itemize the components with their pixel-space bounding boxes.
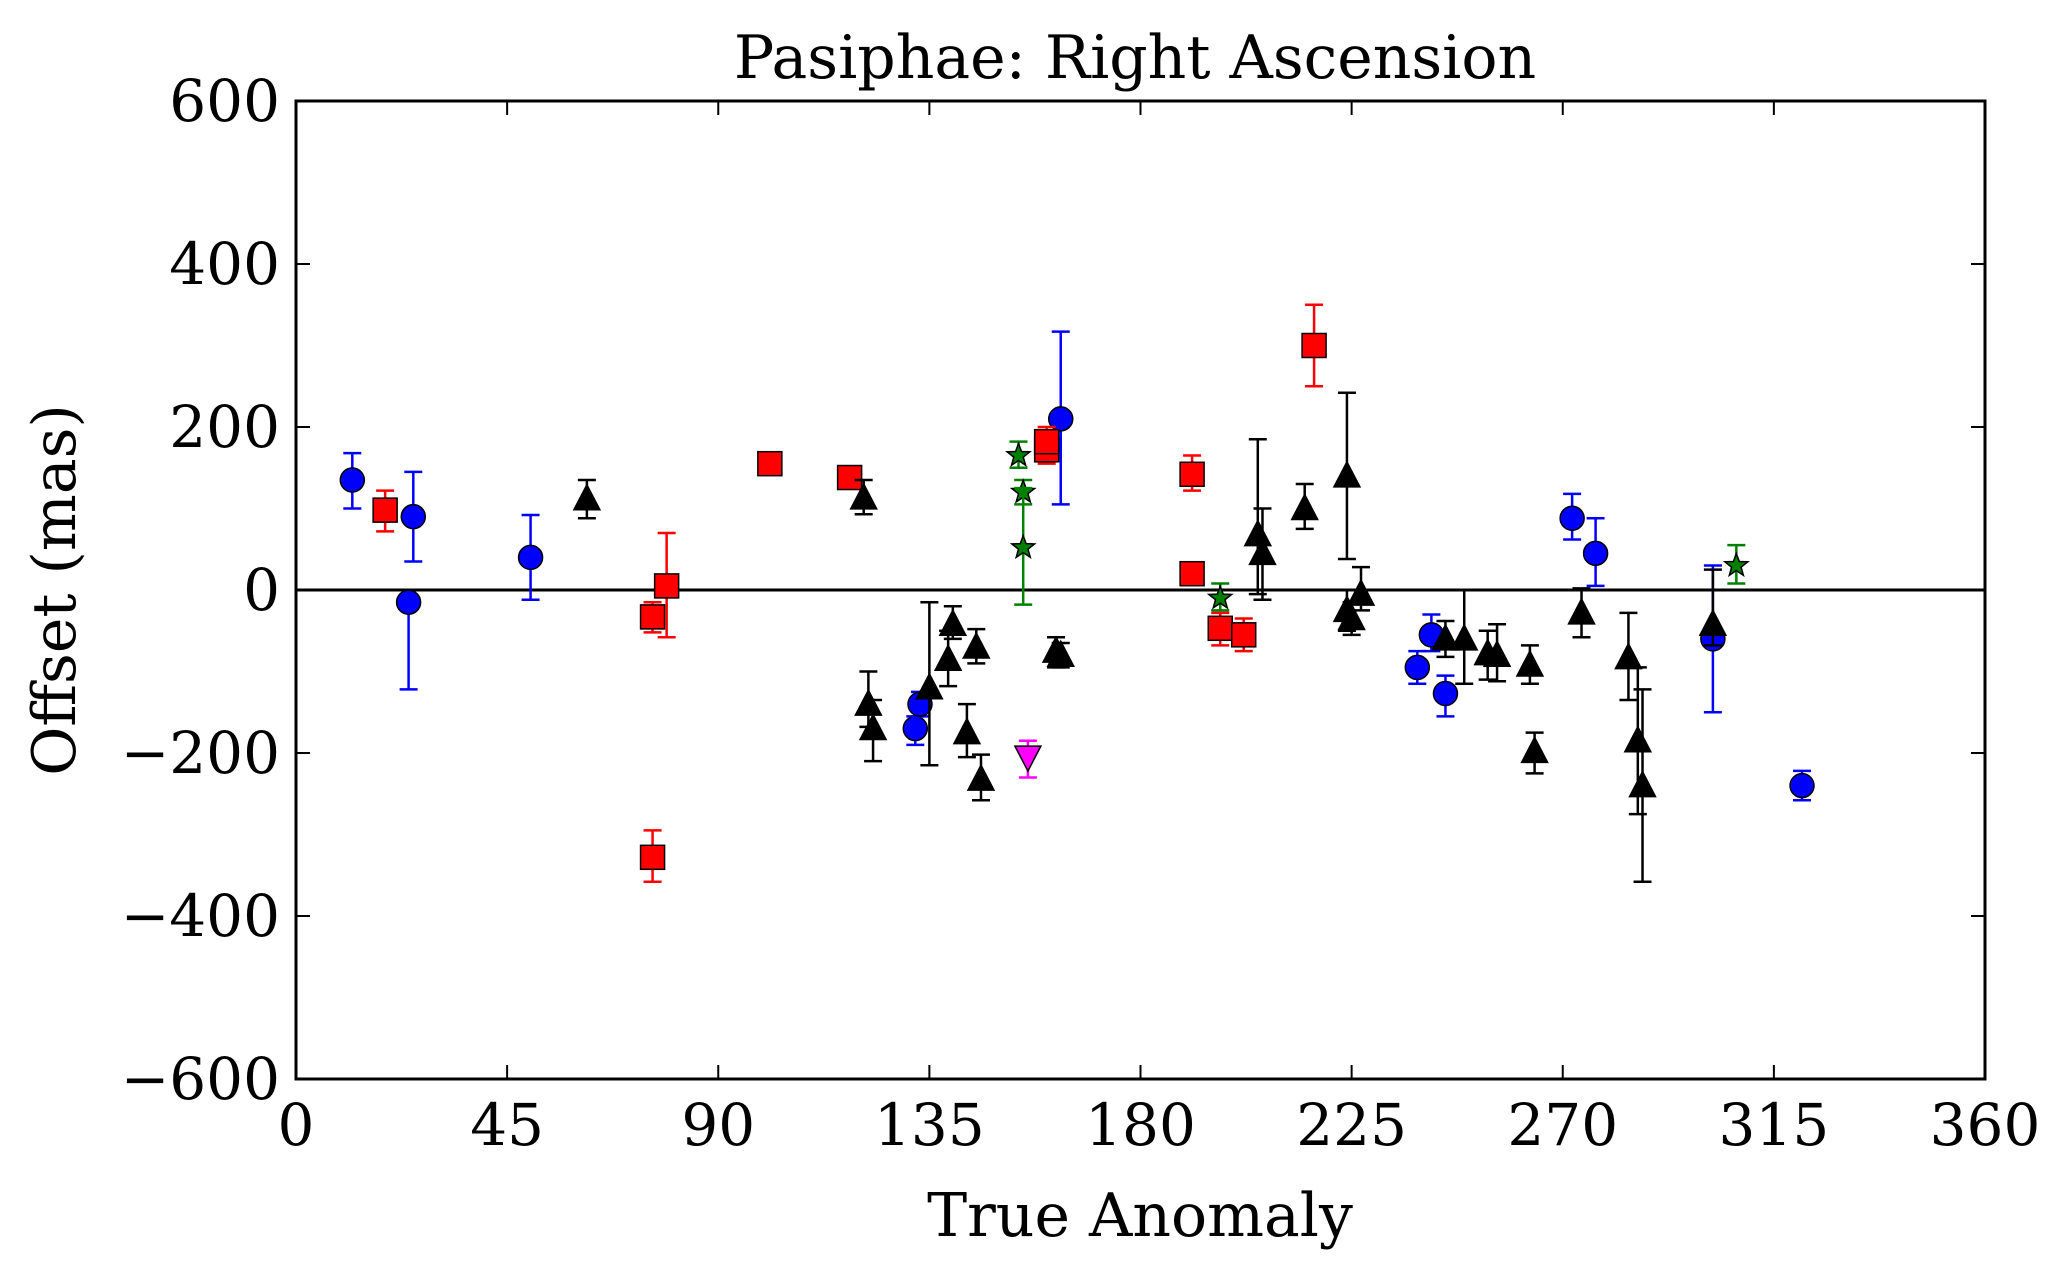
data-point [938, 608, 968, 636]
data-point [902, 715, 929, 742]
data-point [1628, 769, 1657, 798]
data-point [572, 483, 602, 511]
data-point [962, 631, 991, 659]
y-tick-label: −200 [121, 719, 280, 787]
y-tick-label: 600 [169, 67, 280, 135]
y-tick-label: 0 [243, 556, 280, 624]
data-point [1789, 772, 1815, 799]
data-point [1722, 551, 1750, 578]
data-point [1179, 560, 1205, 587]
data-point [858, 712, 888, 741]
data-point [854, 688, 883, 716]
data-point [517, 544, 544, 571]
data-point [1698, 608, 1728, 636]
data-point [1432, 680, 1459, 707]
data-point [1337, 602, 1366, 631]
data-point [1179, 461, 1205, 488]
x-tick-label: 270 [1507, 1091, 1618, 1159]
data-point [1582, 540, 1609, 567]
y-tick-label: 400 [169, 230, 280, 298]
x-tick-label: 180 [1085, 1091, 1196, 1159]
y-axis-label: Offset (mas) [20, 404, 90, 776]
data-point [639, 604, 666, 630]
data-point [1230, 622, 1257, 648]
data-point [1520, 735, 1549, 764]
data-point [1431, 623, 1460, 651]
y-tick-label: −400 [121, 882, 280, 950]
data-point [836, 464, 863, 491]
data-point [1046, 639, 1075, 667]
data-point [339, 467, 366, 493]
series-circle [339, 330, 1815, 802]
data-point [849, 482, 878, 510]
data-point [1033, 428, 1060, 455]
x-tick-label: 315 [1719, 1091, 1830, 1159]
data-point [1623, 725, 1653, 753]
data-point [1047, 406, 1074, 432]
data-point [395, 589, 422, 615]
data-point [1346, 578, 1376, 606]
data-point [1404, 654, 1431, 681]
data-point [1515, 649, 1545, 677]
data-point [653, 573, 680, 599]
x-tick-label: 45 [470, 1091, 544, 1159]
data-point [372, 497, 398, 523]
series-star [1005, 440, 1750, 612]
x-tick-label: 90 [681, 1091, 755, 1159]
data-point [1449, 623, 1479, 651]
data-point [1009, 533, 1037, 560]
series-triangle-up [572, 391, 1728, 884]
series-square [372, 303, 1327, 884]
data-point [1005, 441, 1032, 467]
data-point [1206, 584, 1234, 610]
data-point [1290, 492, 1319, 521]
data-point [1559, 505, 1585, 532]
data-point [757, 450, 783, 477]
data-point [1243, 518, 1273, 547]
data-point [1332, 460, 1362, 488]
y-tick-label: −600 [121, 1045, 280, 1113]
series-triangle-down [1013, 739, 1043, 779]
data-point [1248, 537, 1277, 566]
data-point [952, 716, 982, 745]
data-point [1013, 745, 1043, 773]
plot-area [296, 303, 1985, 884]
data-point [966, 763, 996, 791]
data-point [1567, 597, 1596, 625]
data-point [639, 844, 666, 871]
y-tick-label: 200 [169, 393, 280, 461]
data-point [1482, 639, 1512, 667]
x-tick-label: 0 [278, 1091, 315, 1159]
data-point [1207, 615, 1234, 642]
data-point [933, 643, 963, 672]
chart-title: Pasiphae: Right Ascension [734, 23, 1536, 93]
x-tick-label: 225 [1296, 1091, 1407, 1159]
data-point [1301, 332, 1327, 359]
data-point [400, 503, 427, 530]
x-tick-label: 360 [1930, 1091, 2041, 1159]
x-tick-label: 135 [874, 1091, 985, 1159]
data-point [1614, 642, 1643, 670]
axis-ticks: 0 45 90 135 180 225 270 315 360 −600 −400 −200 0 200 4… [121, 67, 2041, 1159]
data-point [915, 672, 944, 700]
x-axis-label: True Anomaly [927, 1181, 1353, 1251]
